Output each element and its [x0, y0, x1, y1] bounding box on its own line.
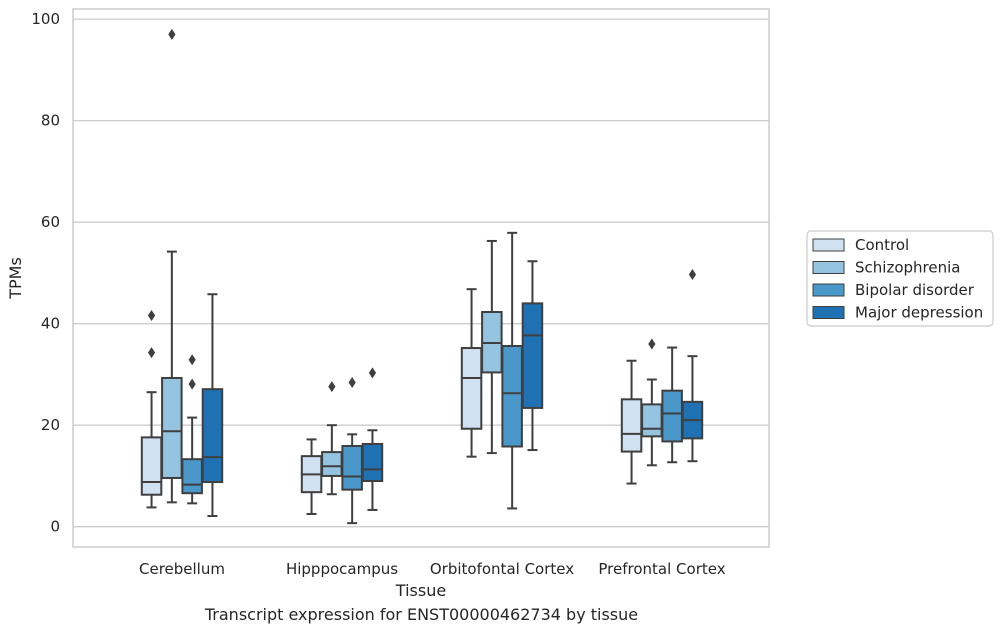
outlier-point [368, 367, 377, 379]
box-3-3 [681, 268, 704, 463]
box-iqr [661, 389, 683, 443]
box-iqr [620, 398, 643, 453]
outlier-point [648, 338, 656, 350]
outlier-point [348, 377, 356, 389]
box-0-0 [140, 310, 163, 509]
legend-frame [806, 230, 994, 327]
legend-label: Schizophrenia [855, 259, 960, 277]
outlier-point [188, 378, 196, 390]
box-iqr [161, 376, 183, 479]
y-tick-label: 60 [41, 213, 60, 231]
y-tick-label: 20 [41, 416, 60, 434]
y-tick-labels: 0 20 40 60 80 100 [31, 10, 60, 536]
legend: Control Schizophrenia Bipolar disorder Majo… [806, 230, 994, 327]
box-2-1 [341, 377, 363, 525]
box-iqr [181, 458, 203, 495]
legend-swatch [812, 283, 845, 297]
box-1-2 [481, 239, 503, 455]
box-2-3 [661, 346, 683, 464]
y-axis-label: TPMs [6, 257, 25, 300]
legend-label: Control [855, 236, 909, 254]
box-iqr [501, 345, 523, 448]
box-iqr [521, 302, 544, 409]
box-3-0 [201, 293, 224, 518]
outlier-point [688, 268, 697, 280]
y-tick-label: 40 [41, 315, 60, 333]
box-iqr [460, 347, 483, 430]
y-tick-label: 80 [41, 112, 60, 130]
x-tick-label: Orbitofontal Cortex [430, 560, 574, 578]
boxes [140, 28, 704, 525]
box-iqr [201, 388, 224, 484]
legend-label: Bipolar disorder [855, 281, 975, 299]
box-0-3 [620, 359, 643, 485]
chart-caption: Transcript expression for ENST0000046273… [204, 605, 639, 624]
legend-swatch [812, 261, 845, 274]
outlier-point [147, 310, 156, 322]
outlier-point [328, 381, 336, 393]
legend-label: Major depression [855, 304, 983, 322]
box-3-1 [361, 367, 384, 511]
plot-area-frame [72, 8, 770, 548]
legend-swatch [812, 238, 845, 252]
outlier-point [168, 28, 176, 40]
box-2-2 [501, 231, 523, 510]
x-tick-labels: Cerebellum Hipppocampus Orbitofontal Corte… [139, 560, 726, 578]
legend-swatch [812, 306, 845, 319]
box-1-3 [641, 338, 663, 467]
box-iqr [361, 442, 384, 483]
box-iqr [140, 436, 163, 496]
gridlines [73, 18, 769, 528]
box-iqr [341, 444, 363, 491]
box-iqr [321, 451, 343, 477]
box-3-2 [521, 260, 544, 452]
box-0-2 [460, 288, 483, 458]
box-2-0 [181, 354, 203, 505]
y-tick-label: 100 [31, 10, 60, 28]
box-iqr [641, 403, 663, 438]
y-tick-label: 0 [50, 518, 60, 536]
x-tick-label: Hipppocampus [286, 560, 398, 578]
x-tick-label: Cerebellum [139, 560, 225, 578]
x-tick-label: Prefrontal Cortex [598, 560, 725, 578]
box-1-1 [321, 381, 343, 496]
outlier-point [188, 354, 196, 366]
x-axis-label: Tissue [395, 581, 446, 600]
box-1-0 [161, 28, 183, 504]
box-0-1 [300, 438, 323, 516]
outlier-point [147, 347, 156, 359]
